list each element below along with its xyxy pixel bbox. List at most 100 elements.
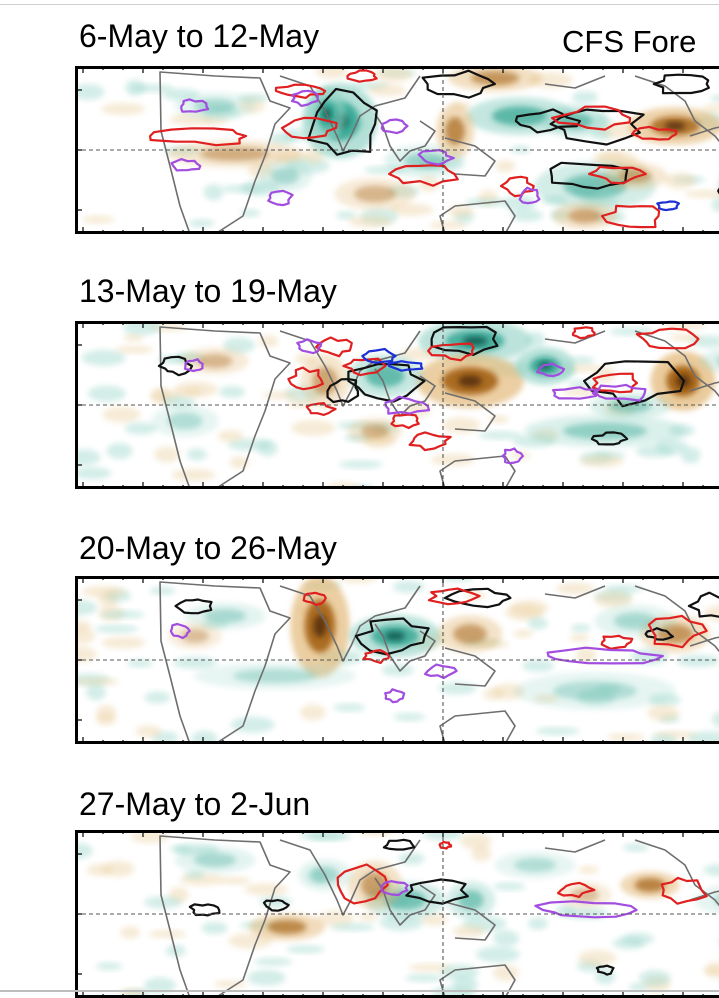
wet-speckle [522,660,554,672]
wet-anomaly-core [194,853,236,867]
wet-speckle [96,962,122,970]
anomaly-map-svg [75,66,719,234]
dry-speckle [82,586,126,598]
wet-speckle [202,922,228,934]
wet-speckle [101,611,145,619]
dry-anomaly-peak [313,615,326,638]
dry-speckle [136,725,162,737]
dry-speckle [244,883,288,895]
panel-title: 20-May to 26-May [79,530,337,566]
dry-speckle [664,173,696,189]
wet-speckle [622,933,654,945]
dry-speckle [219,877,251,885]
dry-speckle [218,430,244,442]
wet-speckle [258,440,278,456]
dry-anomaly-peak [458,375,482,387]
dry-speckle [453,925,485,937]
anomaly-map-svg [75,576,719,744]
dry-speckle [570,634,590,642]
wet-speckle [571,624,591,632]
dry-speckle [300,704,326,720]
forecast-panel-1: 6-May to 12-May [0,18,719,218]
wet-speckle [331,923,375,931]
wet-speckle [82,350,126,366]
wet-speckle [382,664,414,676]
dry-speckle [460,833,492,849]
wet-speckle [88,386,126,402]
forecast-panel-4: 27-May to 2-Jun [0,786,719,986]
wet-speckle [572,91,598,103]
dry-speckle [149,930,187,938]
wet-speckle [173,657,217,669]
bottom-rule [0,990,719,992]
wet-speckle [107,443,133,459]
dry-speckle [101,103,145,115]
dry-anomaly-core [200,147,270,161]
wet-speckle [86,684,106,700]
dry-speckle [358,913,378,921]
wet-speckle [493,883,525,891]
panel-title: 27-May to 2-Jun [79,786,310,822]
wet-speckle [204,184,224,200]
wet-speckle [405,974,443,982]
dry-speckle [578,950,616,966]
wet-anomaly-peak [385,631,405,641]
dry-speckle [368,84,406,96]
dry-speckle [647,705,679,721]
dry-anomaly-core [453,624,487,644]
dry-speckle [291,420,335,436]
dry-speckle [171,469,215,481]
wet-speckle [187,449,207,461]
dry-speckle [429,221,467,229]
wet-speckle [150,587,176,595]
wet-speckle [476,947,520,963]
wet-speckle [189,219,215,227]
wet-speckle [286,945,324,953]
wet-speckle [248,970,286,986]
anomaly-map [75,576,719,744]
anomaly-map-svg [75,321,719,489]
dry-anomaly-core [361,424,389,438]
wet-speckle [393,713,425,721]
dry-speckle [263,391,301,399]
wet-anomaly-core [514,858,556,872]
anomaly-map [75,66,719,234]
wet-speckle [254,958,292,966]
wet-speckle [493,930,519,946]
dry-anomaly-core [568,209,602,223]
anomaly-map [75,830,719,998]
dry-speckle [513,630,533,638]
dry-speckle [495,160,515,172]
wet-speckle [536,727,580,735]
dry-anomaly-core [618,169,652,183]
wet-anomaly-core [553,681,637,701]
wet-anomaly-core [563,423,647,440]
top-rule [0,4,719,5]
wet-anomaly-core [168,413,203,430]
wet-speckle [333,704,365,712]
wet-speckle [94,625,138,633]
wet-speckle [623,844,649,852]
forecast-panel-3: 20-May to 26-May [0,530,719,730]
dry-speckle [607,733,645,741]
panel-title: 13-May to 19-May [79,273,337,309]
wet-speckle [144,692,170,704]
wet-speckle [639,970,671,986]
wet-speckle [441,964,479,980]
wet-speckle [676,655,719,667]
dry-speckle [182,388,202,396]
wet-speckle [511,209,543,221]
dry-anomaly-core [354,186,396,203]
wet-speckle [528,617,548,629]
dry-speckle [120,927,140,939]
wet-anomaly-core [271,168,299,185]
dry-speckle [101,637,145,649]
dry-speckle [87,864,113,876]
wet-speckle [511,145,531,153]
dry-speckle [594,592,632,608]
dry-speckle [103,407,141,423]
panel-title: 6-May to 12-May [79,18,319,54]
dry-speckle [484,688,504,700]
anomaly-map [75,321,719,489]
dry-anomaly-core [267,920,306,934]
